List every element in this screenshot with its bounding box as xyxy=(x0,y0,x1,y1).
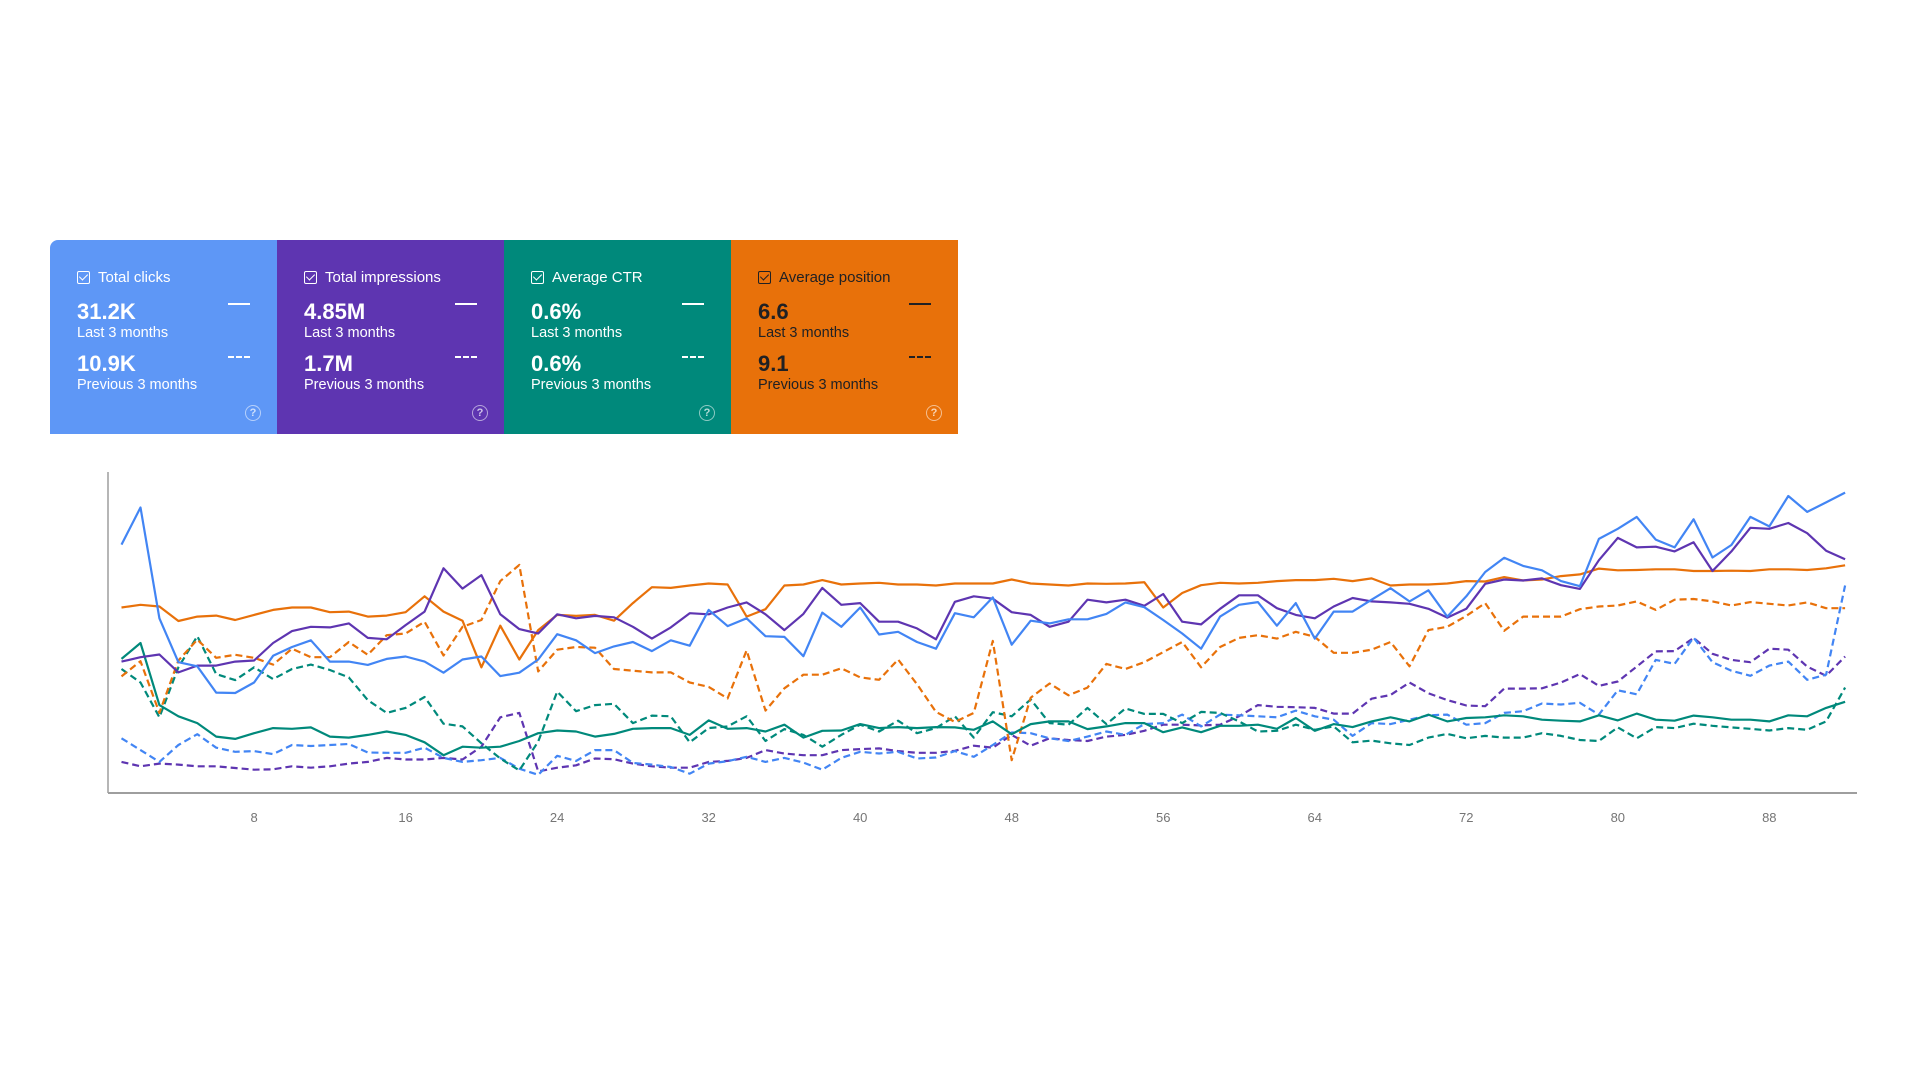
solid-line-legend-icon xyxy=(228,303,250,305)
dashed-line-legend-icon xyxy=(455,356,477,358)
card-average-ctr[interactable]: Average CTR 0.6% Last 3 months 0.6% Prev… xyxy=(504,240,731,434)
previous-value: 9.1 xyxy=(758,351,789,376)
current-label: Last 3 months xyxy=(531,325,623,341)
help-icon[interactable]: ? xyxy=(926,405,942,421)
x-tick-label: 48 xyxy=(1004,810,1018,825)
current-value: 4.85M xyxy=(304,299,366,324)
current-label: Last 3 months xyxy=(77,325,169,341)
series-line-impressions-previous xyxy=(121,636,1846,773)
metric-cards: Total clicks 31.2K Last 3 months 10.9K P… xyxy=(50,240,958,434)
dashed-line-legend-icon xyxy=(909,356,931,358)
current-value: 0.6% xyxy=(531,299,582,324)
solid-line-legend-icon xyxy=(909,303,931,305)
previous-label: Previous 3 months xyxy=(531,377,652,393)
series-line-impressions-current xyxy=(121,521,1846,674)
previous-label: Previous 3 months xyxy=(304,377,425,393)
x-tick-label: 24 xyxy=(550,810,564,825)
current-label: Last 3 months xyxy=(758,325,850,341)
series-line-position-current xyxy=(121,564,1846,669)
x-tick-label: 32 xyxy=(701,810,715,825)
current-label: Last 3 months xyxy=(304,325,396,341)
x-tick-label: 88 xyxy=(1762,810,1776,825)
solid-line-legend-icon xyxy=(682,303,704,305)
previous-label: Previous 3 months xyxy=(77,377,198,393)
x-tick-label: 40 xyxy=(853,810,867,825)
x-tick-label: 8 xyxy=(251,810,258,825)
previous-value: 10.9K xyxy=(77,351,136,376)
card-title: Total clicks xyxy=(98,268,171,286)
series-line-position-previous xyxy=(120,563,1846,762)
x-tick-label: 56 xyxy=(1156,810,1170,825)
card-title: Average position xyxy=(779,268,891,286)
dashed-line-legend-icon xyxy=(682,356,704,358)
checkbox-icon[interactable] xyxy=(531,270,544,284)
x-tick-labels: 8 16 24 32 40 48 56 64 72 80 88 xyxy=(251,810,1777,825)
x-tick-label: 16 xyxy=(398,810,412,825)
card-title: Total impressions xyxy=(325,268,441,286)
previous-value: 0.6% xyxy=(531,351,582,376)
help-icon[interactable]: ? xyxy=(245,405,261,421)
dashed-line-legend-icon xyxy=(228,356,250,358)
x-tick-label: 64 xyxy=(1308,810,1322,825)
checkbox-icon[interactable] xyxy=(758,270,771,284)
current-value: 31.2K xyxy=(77,299,136,324)
x-tick-label: 72 xyxy=(1459,810,1473,825)
series-line-clicks-current xyxy=(120,491,1846,695)
current-value: 6.6 xyxy=(758,299,789,324)
card-title: Average CTR xyxy=(552,268,643,286)
checkbox-icon[interactable] xyxy=(304,270,317,284)
help-icon[interactable]: ? xyxy=(699,405,715,421)
series-line-clicks-previous xyxy=(120,585,1847,776)
card-average-position[interactable]: Average position 6.6 Last 3 months 9.1 P… xyxy=(731,240,958,434)
previous-label: Previous 3 months xyxy=(758,377,879,393)
help-icon[interactable]: ? xyxy=(472,405,488,421)
checkbox-icon[interactable] xyxy=(77,270,90,284)
series-line-ctr-current xyxy=(120,641,1846,757)
card-total-clicks[interactable]: Total clicks 31.2K Last 3 months 10.9K P… xyxy=(50,240,277,434)
previous-value: 1.7M xyxy=(304,351,353,376)
x-tick-label: 80 xyxy=(1611,810,1625,825)
card-total-impressions[interactable]: Total impressions 4.85M Last 3 months 1.… xyxy=(277,240,504,434)
series-layer xyxy=(120,491,1847,776)
solid-line-legend-icon xyxy=(455,303,477,305)
